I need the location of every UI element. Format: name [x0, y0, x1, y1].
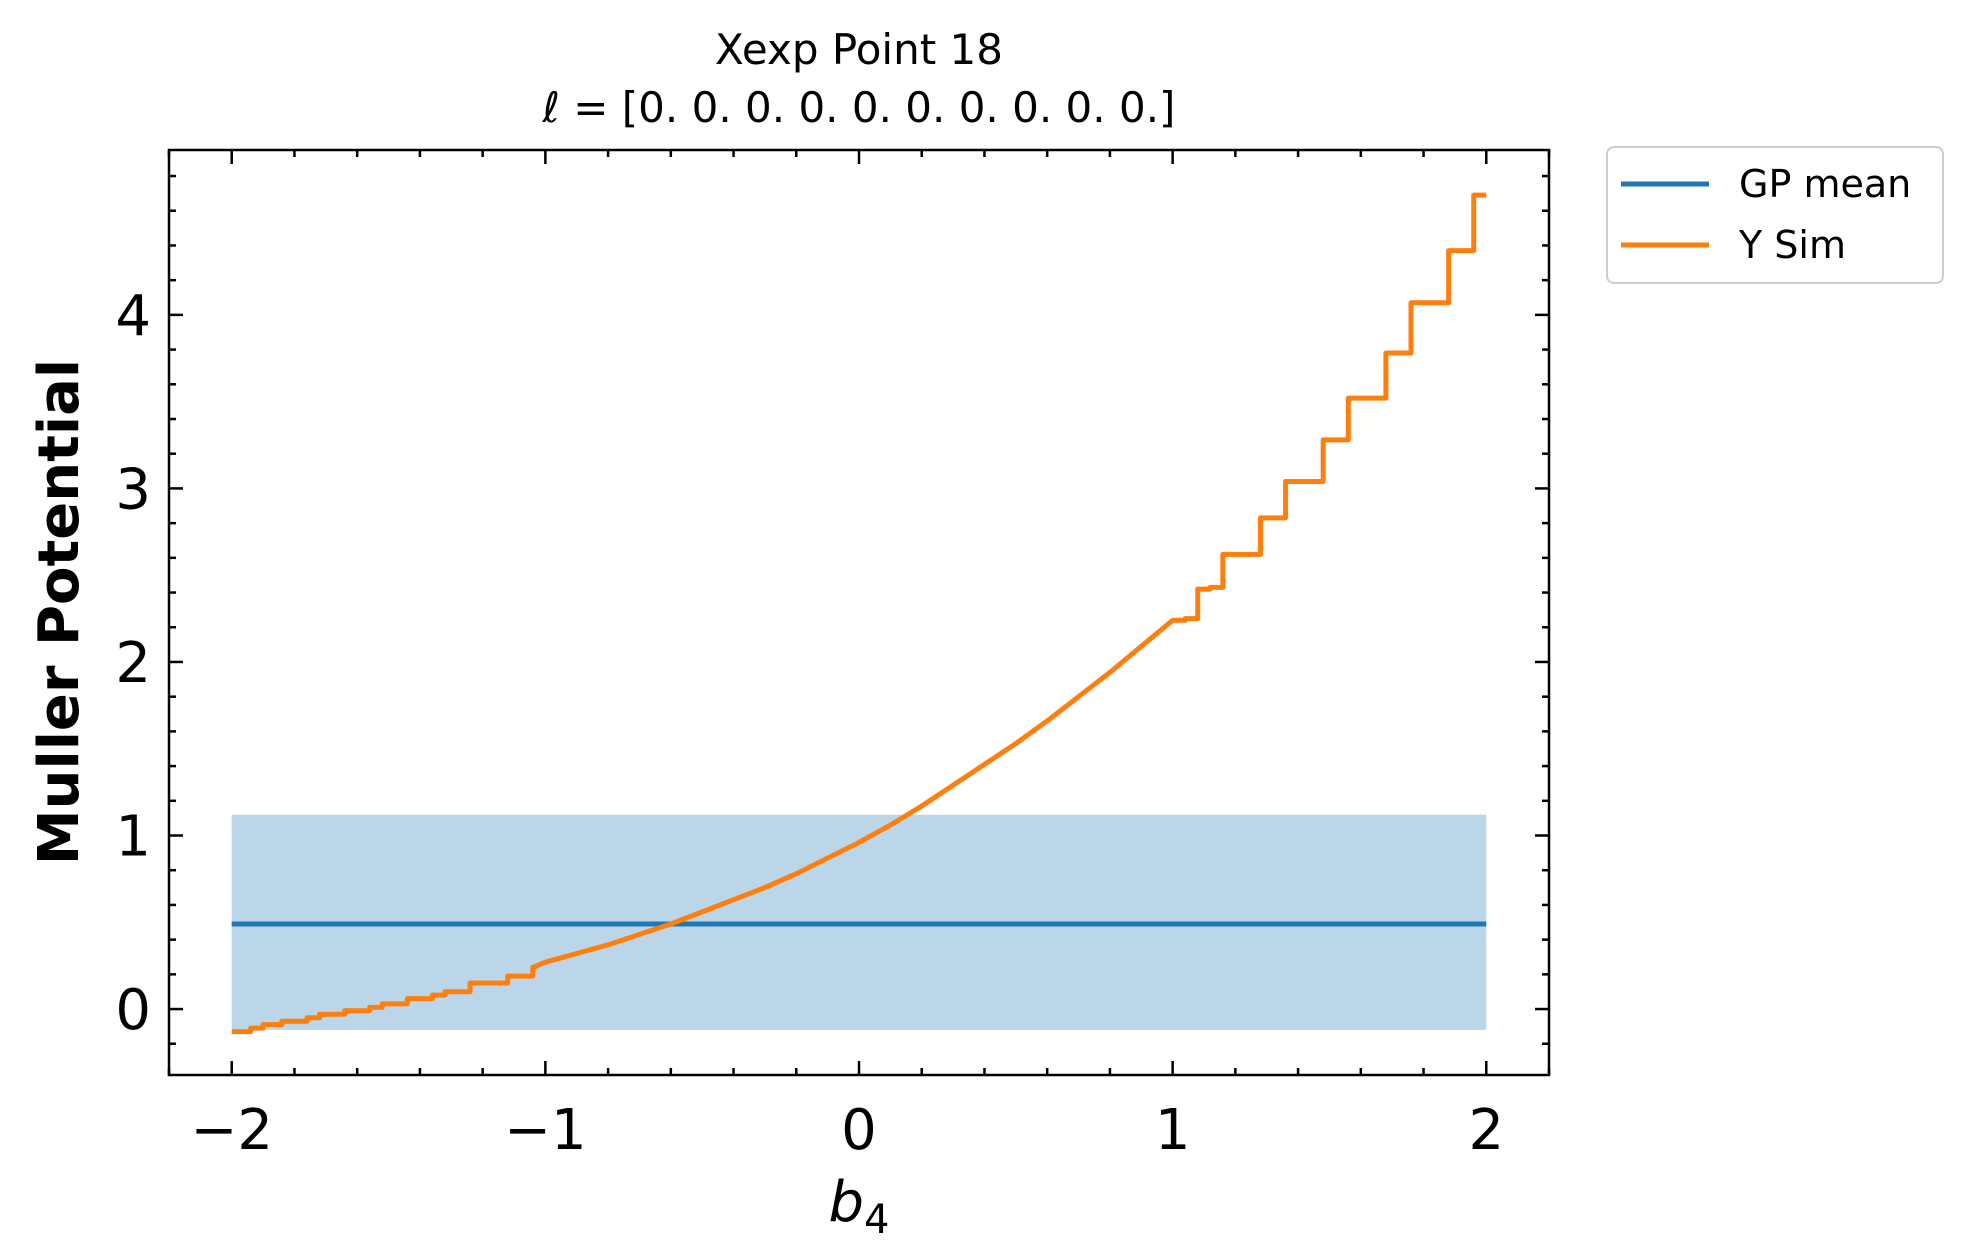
chart-title: Xexp Point 18 — [715, 25, 1003, 74]
y-sim-line — [231, 192, 1487, 1035]
y-tick-label: 0 — [115, 978, 151, 1043]
y-axis-label: Muller Potential — [27, 359, 92, 865]
series-layer — [231, 192, 1487, 1035]
y-tick-label: 2 — [115, 631, 151, 696]
y-tick-label: 1 — [115, 805, 151, 870]
chart-subtitle: ℓ = [0. 0. 0. 0. 0. 0. 0. 0. 0. 0.] — [542, 83, 1176, 132]
x-tick-label: −1 — [504, 1098, 587, 1163]
y-axis: 0 1 2 3 4 — [115, 174, 1549, 1046]
x-axis-label-main: b — [829, 1170, 865, 1235]
legend-label-gp-mean: GP mean — [1739, 162, 1911, 206]
legend: GP mean Y Sim — [1606, 146, 1944, 284]
legend-label-y-sim: Y Sim — [1738, 223, 1846, 267]
legend-box — [1606, 146, 1944, 284]
x-tick-label: 1 — [1155, 1098, 1191, 1163]
y-tick-label: 3 — [115, 457, 151, 522]
x-tick-label: −2 — [190, 1098, 273, 1163]
x-tick-label: 0 — [841, 1098, 877, 1163]
x-tick-label: 2 — [1468, 1098, 1504, 1163]
y-tick-label: 4 — [115, 284, 151, 349]
x-axis-label: b4 — [829, 1170, 890, 1243]
x-axis: −2 −1 0 1 2 — [167, 150, 1551, 1163]
x-axis-label-subscript: 4 — [864, 1197, 889, 1243]
